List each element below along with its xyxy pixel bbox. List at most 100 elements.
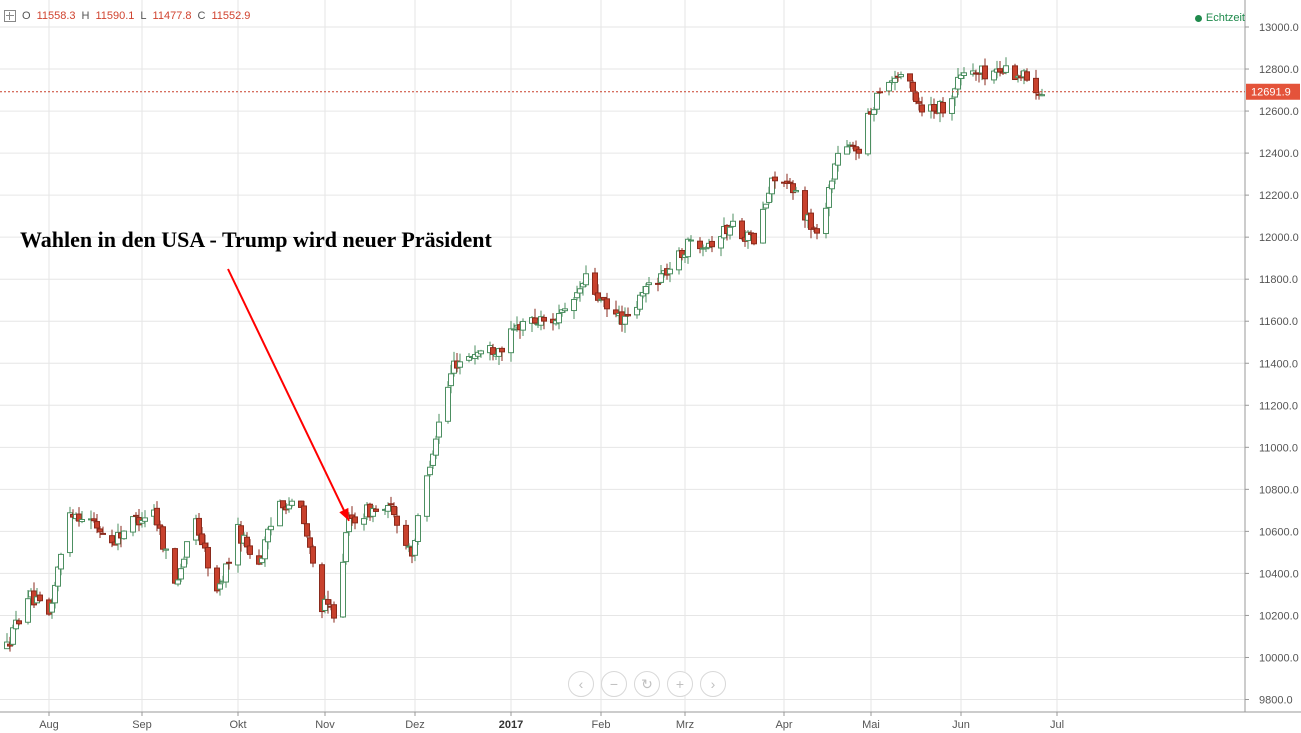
candle-body[interactable] [427,466,433,476]
candle-body[interactable] [361,518,367,525]
candle-body[interactable] [424,475,430,517]
candle-body[interactable] [226,561,232,564]
candle-body[interactable] [301,505,307,525]
candle-body[interactable] [223,563,229,583]
candle-body[interactable] [49,602,55,613]
candle-body[interactable] [658,273,664,283]
candle-body[interactable] [871,109,877,115]
candle-body[interactable] [625,313,631,317]
candle-body[interactable] [892,77,898,83]
candle-body[interactable] [478,350,484,355]
candle-body[interactable] [808,212,814,230]
candle-body[interactable] [100,532,106,535]
candle-body[interactable] [919,104,925,113]
candle-body[interactable] [412,539,418,556]
candle-body[interactable] [1012,65,1018,81]
candle-body[interactable] [217,583,223,590]
candle-body[interactable] [643,286,649,295]
candle-body[interactable] [94,521,100,529]
candle-body[interactable] [532,317,538,324]
candle-body[interactable] [709,240,715,248]
candle-body[interactable] [352,516,358,524]
candle-body[interactable] [184,541,190,558]
candle-body[interactable] [637,294,643,310]
candle-body[interactable] [592,272,598,295]
candle-body[interactable] [760,208,766,244]
candle-body[interactable] [430,453,436,466]
candle-body[interactable] [370,508,376,517]
candle-body[interactable] [940,101,946,114]
candle-body[interactable] [844,146,850,155]
candle-body[interactable] [541,316,547,322]
candle-body[interactable] [154,507,160,526]
candle-body[interactable] [325,599,331,605]
candle-body[interactable] [745,231,751,242]
candle-body[interactable] [829,180,835,190]
candle-body[interactable] [793,189,799,193]
candle-body[interactable] [340,561,346,618]
candle-body[interactable] [511,328,517,331]
candle-body[interactable] [289,500,295,506]
candle-body[interactable] [163,548,169,551]
candle-body[interactable] [310,546,316,564]
candle-body[interactable] [667,268,673,275]
candle-body[interactable] [160,526,166,550]
candle-body[interactable] [433,438,439,456]
candle-body[interactable] [133,514,139,517]
candle-body[interactable] [874,92,880,110]
candle-body[interactable] [727,226,733,236]
candle-body[interactable] [268,525,274,531]
zoom-in-button[interactable]: + [667,671,693,697]
candle-body[interactable] [961,72,967,76]
candle-body[interactable] [772,176,778,182]
scroll-right-button[interactable]: › [700,671,726,697]
candle-body[interactable] [952,88,958,98]
candle-body[interactable] [331,604,337,619]
crosshair-icon[interactable] [4,10,16,22]
candle-body[interactable] [97,528,103,533]
candle-body[interactable] [562,308,568,312]
candle-body[interactable] [37,594,43,602]
candle-body[interactable] [556,313,562,324]
candle-body[interactable] [571,299,577,312]
candle-body[interactable] [814,228,820,234]
candle-body[interactable] [415,515,421,543]
candle-body[interactable] [265,528,271,543]
candle-body[interactable] [130,516,136,533]
candle-body[interactable] [196,517,202,536]
candle-body[interactable] [730,220,736,227]
candle-body[interactable] [25,598,31,623]
candle-body[interactable] [178,568,184,580]
candle-body[interactable] [655,282,661,285]
candle-body[interactable] [955,76,961,90]
candle-body[interactable] [646,282,652,286]
candle-body[interactable] [448,373,454,387]
candle-body[interactable] [181,558,187,568]
candle-body[interactable] [373,508,379,512]
candle-body[interactable] [445,386,451,422]
candle-body[interactable] [763,203,769,209]
reset-chart-button[interactable]: ↻ [634,671,660,697]
candle-body[interactable] [121,530,127,540]
candle-body[interactable] [739,220,745,240]
candle-body[interactable] [823,207,829,235]
candle-body[interactable] [67,512,73,554]
candle-body[interactable] [16,620,22,625]
candle-body[interactable] [898,74,904,78]
candle-body[interactable] [826,187,832,208]
candle-body[interactable] [508,328,514,354]
candle-body[interactable] [832,163,838,180]
candle-body[interactable] [787,181,793,184]
candle-body[interactable] [865,112,871,155]
candle-body[interactable] [91,518,97,522]
candle-body[interactable] [79,519,85,523]
candle-body[interactable] [910,81,916,92]
candle-body[interactable] [385,505,391,512]
candle-body[interactable] [835,152,841,166]
candle-body[interactable] [604,298,610,310]
candle-body[interactable] [499,347,505,353]
candle-body[interactable] [856,148,862,154]
candle-body[interactable] [1024,71,1030,81]
candle-body[interactable] [391,505,397,516]
candle-body[interactable] [697,240,703,250]
